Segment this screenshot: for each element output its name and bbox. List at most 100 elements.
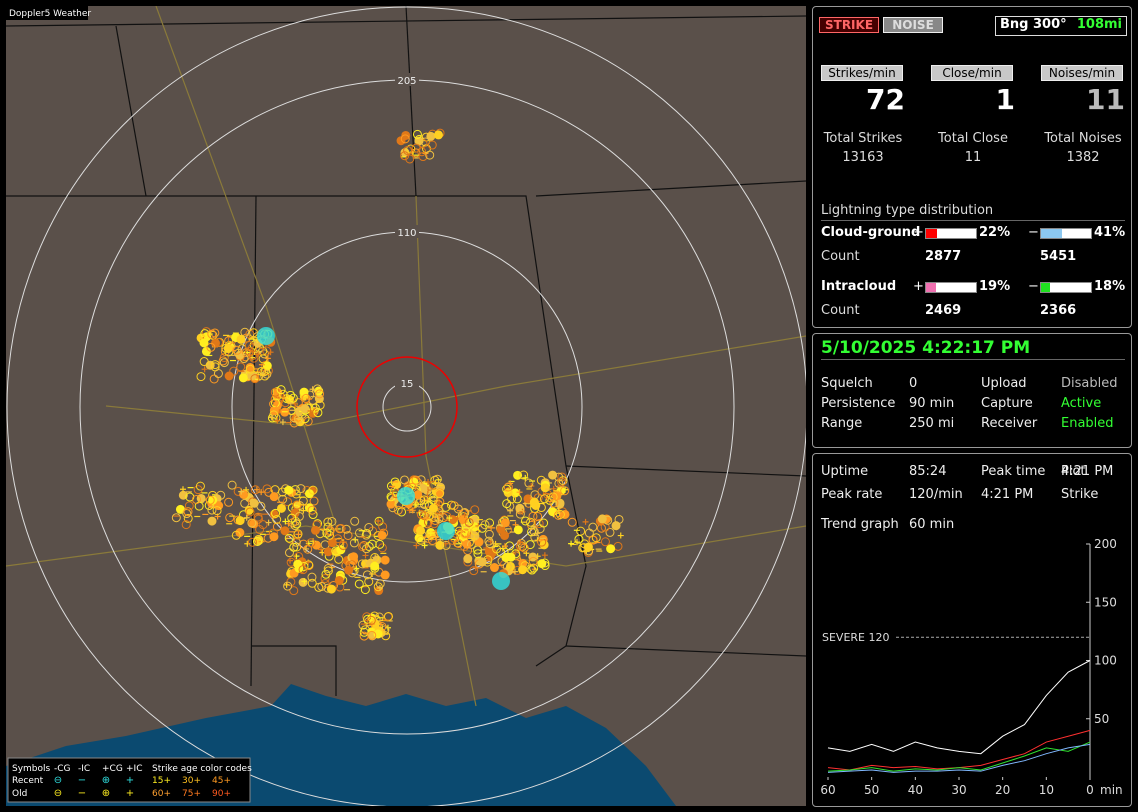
strike [470, 505, 480, 515]
strike [309, 386, 316, 393]
strike [555, 509, 565, 519]
strike [201, 366, 208, 373]
range-label: 15 [401, 379, 414, 390]
strike [506, 552, 516, 562]
strike [374, 612, 384, 622]
strike [298, 496, 308, 506]
strike [588, 522, 598, 532]
strike [334, 575, 344, 585]
strike [560, 509, 570, 519]
strike [529, 527, 539, 537]
strike [428, 503, 438, 513]
strike [534, 519, 544, 529]
strike [539, 494, 549, 504]
strike [229, 366, 239, 376]
range-bg [395, 73, 419, 86]
strike [325, 530, 335, 540]
strike [393, 505, 403, 515]
range-bg [395, 225, 419, 238]
strike-button[interactable]: STRIKE [819, 17, 879, 33]
strike [327, 516, 337, 526]
strike [539, 518, 549, 528]
strike [307, 407, 314, 414]
strike [492, 544, 502, 554]
strike [269, 492, 279, 502]
strike [307, 572, 317, 582]
strike [283, 497, 293, 507]
strike [312, 384, 322, 394]
strike [377, 530, 387, 540]
strike [304, 503, 314, 513]
strike [536, 503, 546, 513]
setting: 90 min [909, 396, 955, 411]
strike [562, 486, 569, 493]
strike [360, 585, 370, 595]
strike [421, 487, 428, 494]
dist-name: Cloud-ground [821, 225, 921, 240]
strike [533, 511, 543, 521]
strike [207, 505, 217, 515]
trend-line [827, 741, 1091, 772]
total-value: 11 [964, 150, 982, 165]
strike [272, 522, 282, 532]
strike [448, 515, 458, 525]
dist-bar [925, 282, 977, 293]
strike [206, 342, 216, 352]
stat: 85:24 [909, 464, 947, 479]
trend-label: Trend graph [821, 517, 899, 532]
strike [502, 561, 512, 571]
map-title: Doppler5 Weather [9, 9, 91, 19]
rate-button: Noises/min [1041, 65, 1123, 81]
strike [519, 470, 529, 480]
strike [264, 355, 271, 362]
recent-cluster [397, 487, 415, 505]
strike [269, 399, 279, 409]
x-tick-label: 0 [1086, 783, 1094, 797]
strike [289, 542, 299, 552]
strike [208, 495, 218, 505]
strike [376, 585, 383, 592]
strike [199, 338, 209, 348]
strike [386, 499, 396, 509]
strike [205, 495, 215, 505]
strike [516, 538, 526, 548]
strike [179, 486, 186, 493]
noise-button[interactable]: NOISE [883, 17, 943, 33]
strike [284, 485, 294, 495]
strike [306, 538, 316, 548]
strike [400, 475, 410, 485]
strike [331, 546, 341, 556]
strike [500, 531, 510, 541]
strike [207, 329, 217, 339]
legend-symbol: ⊖ [54, 775, 62, 786]
strike [269, 532, 279, 542]
strike [347, 560, 357, 570]
y-tick-label: 100 [1094, 654, 1117, 668]
x-tick-label: 60 [820, 783, 835, 797]
strike [515, 509, 525, 519]
total-label: Total Noises [1044, 131, 1122, 146]
strike [196, 372, 206, 382]
recent-cluster [492, 572, 510, 590]
strike [333, 534, 343, 544]
strike [529, 497, 539, 507]
strike [195, 481, 205, 491]
strike [245, 362, 255, 372]
legend-symbol: ⊕ [102, 788, 110, 799]
strike [555, 499, 565, 509]
strike [433, 130, 443, 140]
strike [412, 129, 422, 139]
strike [526, 517, 536, 527]
strike [272, 515, 282, 525]
strike [511, 549, 521, 559]
legend-row: Old [12, 789, 27, 799]
strike [243, 514, 250, 521]
strike [522, 474, 529, 481]
range-bg [395, 376, 419, 389]
strike [292, 500, 302, 510]
strike [253, 536, 263, 546]
strike [617, 532, 624, 539]
stat: 4:21 PM [981, 487, 1034, 502]
strike [539, 540, 549, 550]
strike [606, 544, 616, 554]
